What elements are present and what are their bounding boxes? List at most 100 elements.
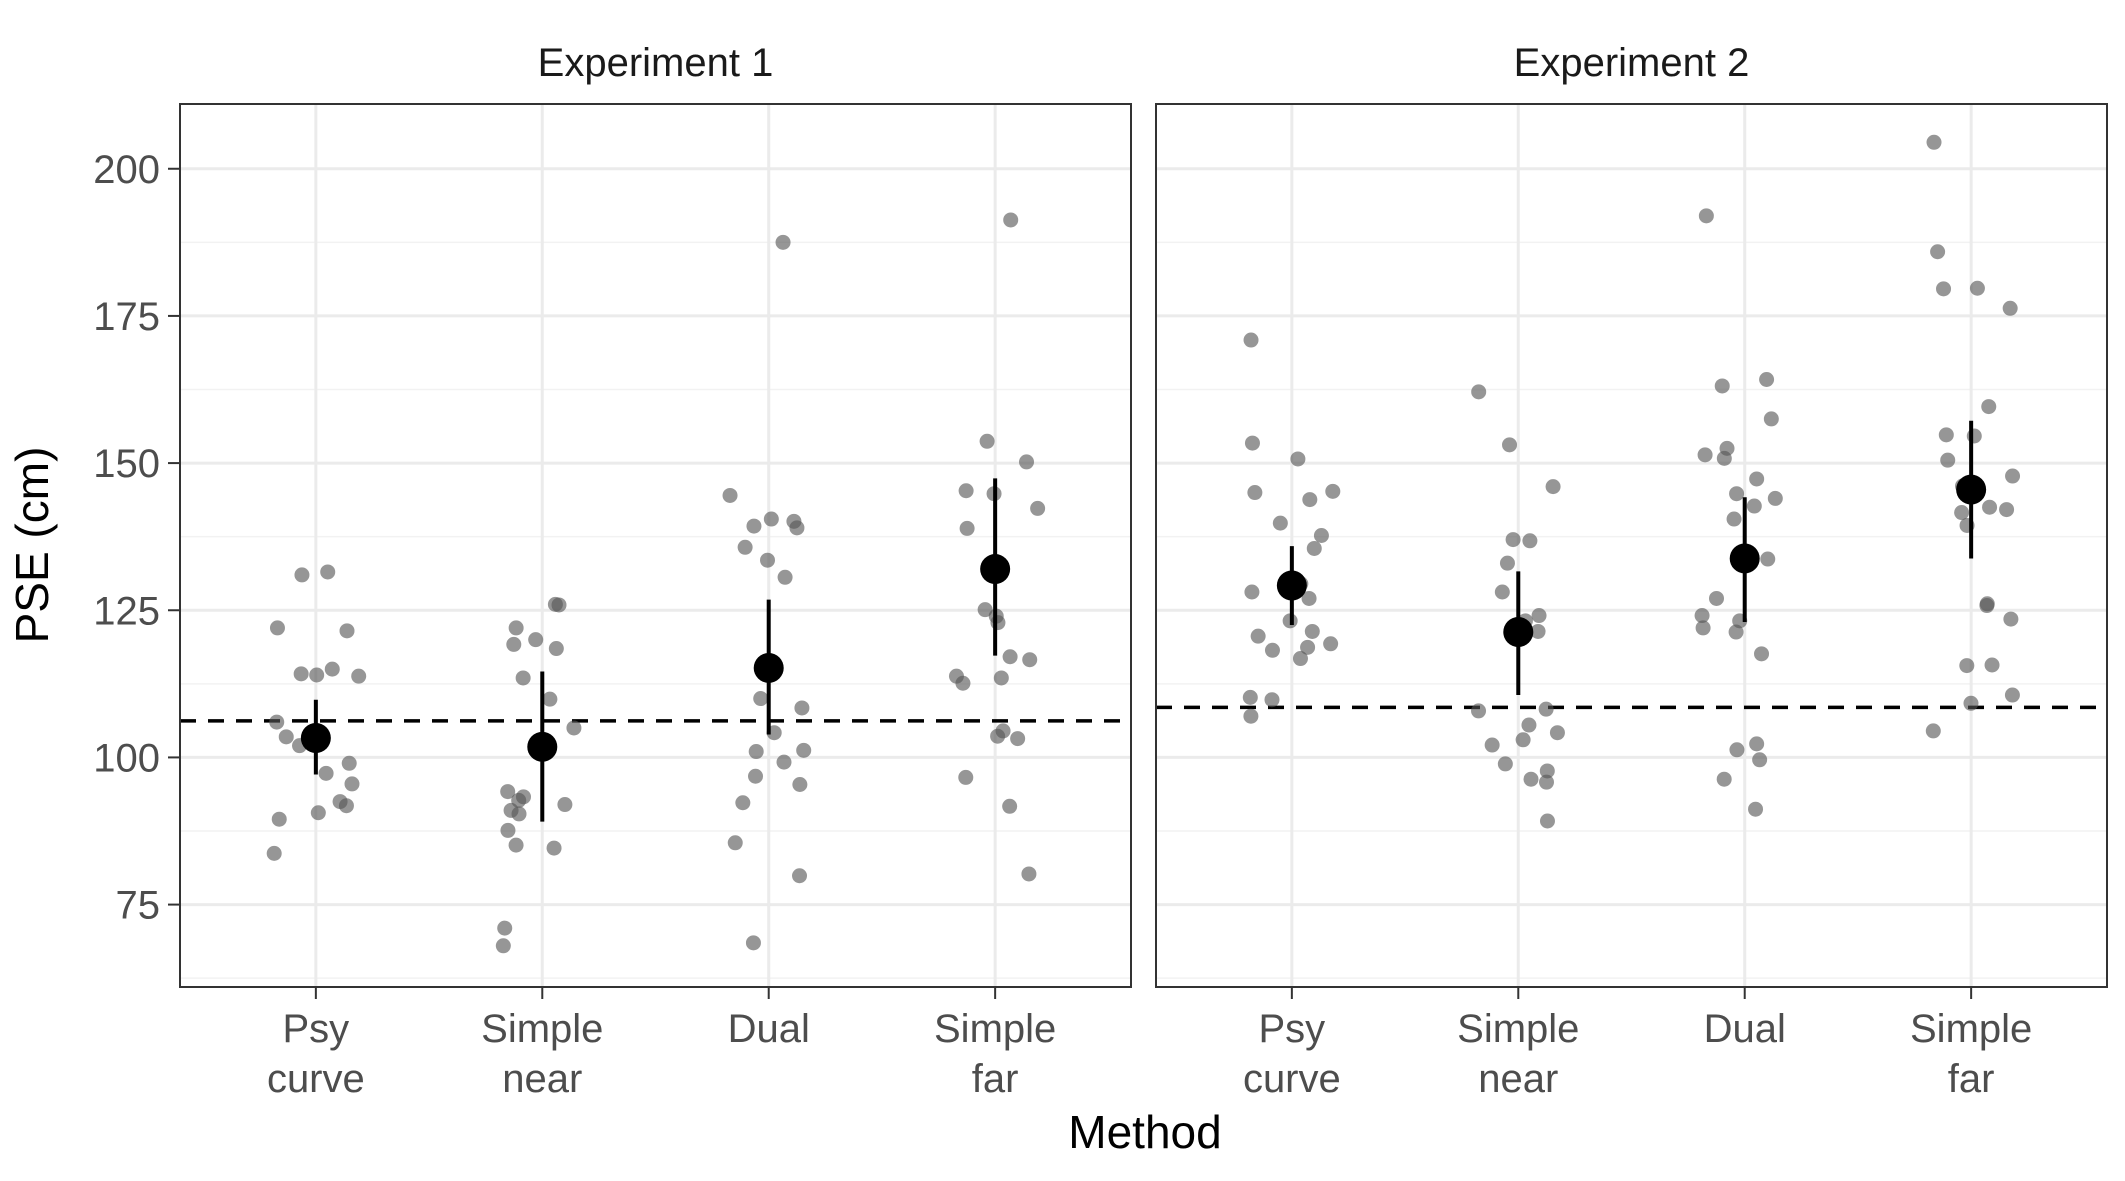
data-point — [339, 623, 355, 639]
data-point — [977, 602, 993, 618]
data-point — [1938, 427, 1954, 443]
data-point — [1538, 774, 1554, 790]
data-point — [1022, 652, 1038, 668]
data-point — [792, 776, 808, 792]
data-point — [777, 569, 793, 585]
data-point — [746, 518, 762, 534]
data-point — [792, 868, 808, 884]
data-point — [542, 691, 558, 707]
panel-border — [1155, 103, 2108, 988]
mean-point — [1276, 570, 1307, 601]
data-point — [1019, 454, 1035, 470]
data-point — [1539, 763, 1555, 779]
data-point — [1530, 623, 1546, 639]
data-point — [958, 769, 974, 785]
data-point — [351, 668, 367, 684]
data-point — [796, 742, 812, 758]
mean-point — [980, 554, 1011, 585]
data-point — [1247, 485, 1263, 501]
data-point — [1959, 658, 1975, 674]
data-point — [789, 520, 805, 536]
data-point — [266, 845, 282, 861]
data-point — [1979, 598, 1995, 614]
data-point — [515, 670, 531, 686]
y-tick-label: 200 — [93, 148, 160, 192]
data-point — [269, 620, 285, 636]
data-point — [1726, 511, 1742, 527]
data-point — [1760, 551, 1776, 567]
data-point — [748, 768, 764, 784]
data-point — [318, 765, 334, 781]
data-point — [1002, 649, 1018, 665]
data-point — [1522, 533, 1538, 549]
data-point — [1484, 737, 1500, 753]
panel-1: Experiment 1 Psy curve Simple near Dual Simple… — [93, 41, 1132, 1101]
data-point — [1515, 732, 1531, 748]
data-point — [958, 483, 974, 499]
mean-point — [753, 652, 784, 683]
data-point — [271, 811, 287, 827]
x-tick-label: Psy — [1259, 1007, 1326, 1051]
data-point — [548, 641, 564, 657]
data-point — [1954, 505, 1970, 521]
data-point — [1545, 479, 1561, 495]
data-point — [508, 620, 524, 636]
data-point — [979, 433, 995, 449]
data-point — [1523, 771, 1539, 787]
data-point — [1471, 384, 1487, 400]
data-point — [1494, 584, 1510, 600]
mean-point — [1956, 474, 1987, 505]
data-point — [1963, 695, 1979, 711]
data-point — [500, 784, 516, 800]
data-point — [2003, 611, 2019, 627]
data-point — [1749, 736, 1765, 752]
data-point — [1521, 717, 1537, 733]
data-point — [1767, 490, 1783, 506]
data-point — [1250, 628, 1266, 644]
mean-point — [300, 722, 331, 753]
data-point — [735, 795, 751, 811]
data-point — [748, 744, 764, 760]
data-point — [1323, 636, 1339, 652]
data-point — [309, 667, 325, 683]
data-point — [1300, 639, 1316, 655]
x-tick-label: Dual — [728, 1007, 810, 1051]
x-tick-label: near — [1478, 1057, 1558, 1101]
data-point — [1729, 486, 1745, 502]
data-point — [1301, 590, 1317, 606]
y-tick-label: 100 — [93, 736, 160, 780]
data-point — [955, 675, 971, 691]
data-point — [1981, 399, 1997, 415]
data-point — [775, 234, 791, 250]
x-tick-label: far — [972, 1057, 1019, 1101]
data-point — [1925, 723, 1941, 739]
data-point — [1264, 692, 1280, 708]
data-point — [1752, 752, 1768, 768]
plot-layer: Experiment 1 Psy curve Simple near Dual Simple… — [93, 41, 2108, 1101]
x-tick-label: near — [502, 1057, 582, 1101]
x-tick-label: Simple — [481, 1007, 603, 1051]
y-axis-title: PSE (cm) — [6, 447, 58, 644]
data-point — [1243, 708, 1259, 724]
data-point — [1714, 378, 1730, 394]
data-point — [2004, 687, 2020, 703]
data-point — [959, 520, 975, 536]
data-point — [1539, 813, 1555, 829]
data-point — [1716, 771, 1732, 787]
data-point — [1010, 731, 1026, 747]
x-tick-label: Dual — [1704, 1007, 1786, 1051]
data-point — [324, 661, 340, 677]
data-point — [1940, 452, 1956, 468]
y-tick-label: 150 — [93, 442, 160, 486]
data-point — [1471, 703, 1487, 719]
data-point — [511, 806, 527, 822]
data-point — [1999, 502, 2015, 518]
data-point — [1244, 435, 1260, 451]
data-point — [1746, 498, 1762, 514]
data-point — [993, 670, 1009, 686]
data-point — [727, 835, 743, 851]
data-point — [1002, 798, 1018, 814]
data-point — [1930, 244, 1946, 260]
x-tick-label: curve — [1243, 1057, 1341, 1101]
mean-point — [1503, 617, 1534, 648]
